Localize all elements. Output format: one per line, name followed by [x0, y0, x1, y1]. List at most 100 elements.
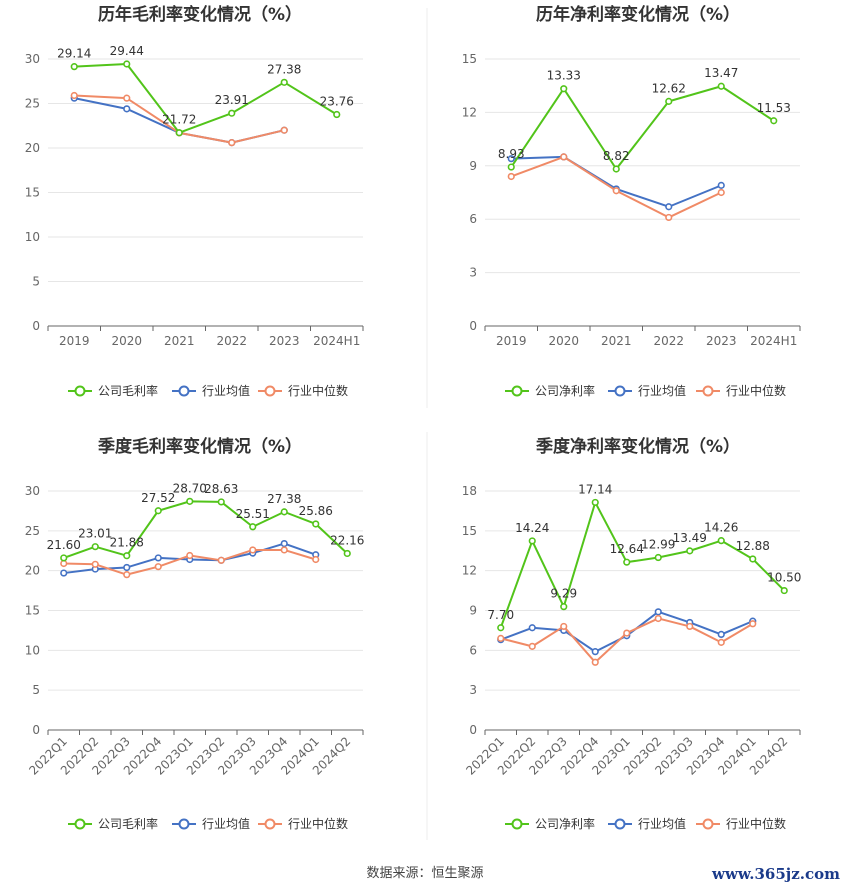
legend-label: 行业中位数 [726, 383, 786, 398]
y-tick-label: 30 [25, 484, 40, 498]
y-tick-label: 0 [32, 319, 40, 333]
chart-title: 历年净利率变化情况（%） [536, 4, 740, 25]
y-tick-label: 25 [25, 97, 40, 111]
data-point-industry_median [91, 560, 99, 568]
data-point-industry_avg [507, 155, 515, 163]
data-label: 27.38 [267, 62, 301, 76]
data-point-industry_median [280, 126, 288, 134]
data-label: 12.64 [610, 542, 644, 556]
data-point-company [186, 497, 194, 505]
x-tick-label: 2020 [111, 334, 142, 348]
x-tick-label: 2022 [216, 334, 247, 348]
data-point-company [497, 624, 505, 632]
data-point-industry_avg [280, 539, 288, 548]
chart-panel-4: 季度净利率变化情况（%）03691215182022Q12022Q22022Q3… [462, 436, 802, 831]
watermark: www.365jz.com [712, 865, 840, 883]
data-source-note: 数据来源：恒生聚源 [366, 866, 484, 881]
data-point-company [717, 537, 725, 545]
data-point-company [780, 586, 788, 595]
data-point-industry_avg [528, 624, 536, 632]
legend-label: 公司净利率 [535, 816, 595, 831]
x-tick-label: 2022 [653, 334, 684, 348]
legend-swatch-marker [614, 385, 626, 397]
data-point-industry_median [717, 188, 725, 197]
y-tick-label: 10 [25, 643, 40, 657]
data-label: 13.49 [673, 531, 707, 545]
legend-swatch-marker [178, 385, 190, 397]
legend-swatch-marker [511, 385, 523, 397]
y-tick-label: 15 [25, 604, 40, 618]
y-tick-label: 0 [469, 723, 477, 737]
legend-swatch-marker [74, 385, 86, 397]
x-tick-label: 2019 [496, 334, 527, 348]
y-tick-label: 30 [25, 52, 40, 66]
data-point-industry_avg [123, 105, 131, 113]
data-point-company [175, 129, 183, 137]
legend-label: 公司毛利率 [98, 816, 158, 831]
legend-swatch-marker [178, 818, 190, 830]
data-label: 23.91 [215, 93, 249, 107]
data-point-industry_median [123, 94, 131, 102]
chart-title: 历年毛利率变化情况（%） [98, 4, 302, 25]
data-point-industry_median [123, 571, 131, 579]
data-label: 21.60 [47, 538, 81, 552]
data-point-company [507, 163, 515, 171]
data-point-company [770, 117, 778, 125]
data-point-company [528, 537, 536, 545]
data-point-company [343, 549, 351, 558]
y-tick-label: 0 [469, 319, 477, 333]
data-label: 28.70 [173, 481, 207, 495]
data-label: 27.52 [141, 491, 175, 505]
data-point-industry_median [60, 559, 68, 568]
legend-label: 行业中位数 [288, 383, 348, 398]
series-line-company [74, 62, 338, 134]
data-label: 13.47 [704, 66, 738, 80]
data-point-company [123, 60, 131, 68]
data-point-company [280, 508, 288, 516]
data-point-industry_median [686, 622, 694, 631]
data-point-company [591, 498, 599, 507]
data-point-industry_median [186, 551, 194, 560]
data-point-industry_median [665, 213, 673, 222]
legend-swatch-marker [74, 818, 86, 830]
data-point-industry_median [717, 638, 725, 646]
data-point-industry_median [154, 563, 162, 571]
data-point-industry_avg [60, 569, 68, 577]
data-point-industry_median [507, 172, 515, 181]
data-point-company [123, 552, 131, 560]
y-tick-label: 6 [469, 643, 477, 657]
data-label: 25.86 [299, 504, 333, 518]
legend-swatch-marker [264, 385, 276, 397]
data-point-industry_median [591, 658, 599, 666]
y-tick-label: 5 [32, 683, 40, 697]
data-point-company [312, 520, 320, 528]
y-tick-label: 12 [462, 564, 477, 578]
data-point-industry_median [654, 614, 662, 623]
legend-label: 行业中位数 [288, 816, 348, 831]
data-point-company [280, 78, 288, 86]
data-label: 10.50 [767, 571, 801, 585]
data-point-company [749, 555, 757, 563]
data-point-industry_median [528, 642, 536, 650]
data-point-industry_median [249, 546, 257, 554]
y-tick-label: 10 [25, 230, 40, 244]
legend-swatch-marker [511, 818, 523, 830]
data-label: 21.88 [110, 536, 144, 550]
y-tick-label: 0 [32, 723, 40, 737]
data-label: 12.88 [736, 539, 770, 553]
y-tick-label: 9 [469, 159, 477, 173]
data-point-industry_median [623, 629, 631, 637]
data-label: 27.38 [267, 492, 301, 506]
data-label: 25.51 [236, 507, 270, 521]
y-tick-label: 3 [469, 266, 477, 280]
data-point-industry_median [70, 91, 78, 100]
chart-title: 季度净利率变化情况（%） [536, 436, 740, 457]
y-tick-label: 15 [462, 52, 477, 66]
data-label: 8.93 [498, 147, 525, 161]
data-point-company [623, 558, 631, 566]
y-tick-label: 5 [32, 275, 40, 289]
legend-label: 公司毛利率 [98, 383, 158, 398]
y-tick-label: 12 [462, 105, 477, 119]
data-point-industry_median [560, 153, 568, 161]
